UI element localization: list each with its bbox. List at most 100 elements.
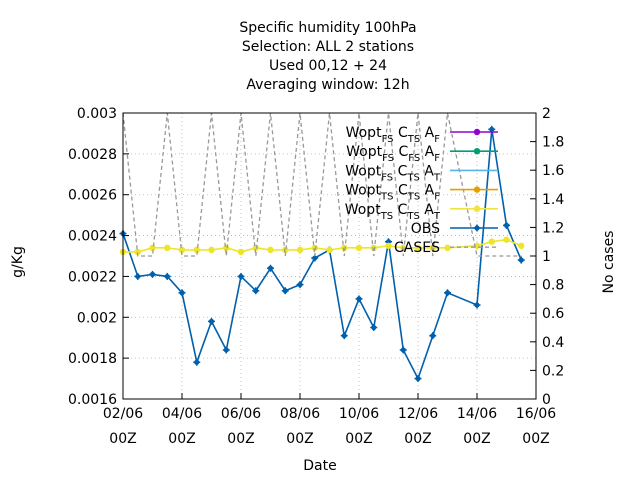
- y2-tick-label: 0.2: [542, 363, 564, 379]
- legend-entry: OBS: [411, 221, 498, 237]
- title-line: Averaging window: 12h: [246, 77, 409, 93]
- y2-axis-label: No cases: [601, 231, 617, 294]
- y2-tick-label: 1: [542, 249, 551, 265]
- y2-tick-label: 2: [542, 106, 551, 122]
- legend-entry: CASES: [394, 240, 498, 256]
- legend-label: WoptFS CTS AF: [346, 125, 441, 145]
- x-tick-label-hour: 00Z: [522, 431, 549, 447]
- legend-label-part: Wopt: [345, 183, 381, 199]
- legend-label-part: F: [434, 134, 440, 145]
- legend-label-part: C: [394, 125, 408, 141]
- legend-label-part: T: [433, 211, 441, 222]
- y-tick-label: 0.0024: [68, 229, 117, 245]
- legend-marker: [473, 148, 481, 155]
- legend-label-part: TS: [380, 211, 393, 222]
- legend-marker: [474, 225, 480, 231]
- y2-tick-label: 1.6: [542, 163, 564, 179]
- x-tick-label: 14/06: [457, 406, 497, 422]
- x-tick-label: 12/06: [398, 406, 438, 422]
- legend-entry: WoptTS CTS AT: [345, 202, 498, 222]
- legend-label: WoptTS CTS AF: [345, 183, 440, 203]
- legend-label-part: S: [414, 211, 420, 222]
- data-point: [415, 375, 421, 382]
- data-point: [267, 246, 274, 254]
- series-obs: [119, 125, 525, 383]
- data-point: [312, 255, 318, 261]
- data-point: [371, 324, 377, 331]
- data-point: [489, 126, 495, 132]
- y2-tick-label: 0.4: [542, 335, 564, 351]
- x-axis-ticks: 02/06 00Z 04/06 00Z 06/06 00Z 08/06 00Z 10/06 00Z…: [103, 393, 556, 447]
- legend-entry: WoptFS CTS AT: [345, 163, 498, 183]
- data-point: [503, 236, 510, 243]
- x-tick-label-hour: 00Z: [227, 431, 254, 447]
- series-line: [122, 129, 523, 381]
- legend-label-part: C: [393, 163, 407, 179]
- legend-label-part: S: [414, 153, 420, 164]
- data-point: [518, 257, 524, 263]
- y-tick-label: 0.0018: [68, 351, 117, 367]
- series-wopt-ts-c-ts-a-t: [119, 236, 525, 256]
- data-point: [370, 244, 377, 252]
- legend-label-part: T: [407, 192, 415, 203]
- legend-marker: [473, 128, 481, 136]
- data-point: [253, 288, 259, 294]
- legend-label-part: S: [414, 192, 420, 203]
- legend-label-part: FS: [382, 153, 394, 164]
- data-point: [518, 242, 525, 249]
- legend-label: WoptFS CFS AF: [346, 144, 440, 164]
- x-axis-label: Date: [303, 458, 336, 474]
- data-point: [400, 244, 407, 252]
- y-tick-label: 0.0016: [68, 392, 117, 408]
- y2-tick-label: 0.6: [542, 306, 564, 322]
- title-line: Used 00,12 + 24: [269, 58, 387, 74]
- data-point: [297, 282, 303, 288]
- legend-label-part: T: [406, 172, 414, 183]
- x-tick-label-hour: 00Z: [345, 431, 372, 447]
- data-point: [488, 238, 495, 245]
- legend-label: CASES: [394, 240, 440, 256]
- legend-label-part: F: [434, 192, 440, 203]
- data-point: [208, 246, 215, 254]
- data-point: [194, 359, 200, 365]
- data-point: [164, 273, 170, 280]
- data-point: [400, 347, 406, 353]
- x-tick-label: 16/06: [516, 406, 556, 422]
- title-line: Specific humidity 100hPa: [239, 20, 416, 36]
- x-tick-label: 04/06: [162, 406, 202, 422]
- y2-tick-label: 0.8: [542, 278, 564, 294]
- legend-label-part: C: [394, 183, 408, 199]
- data-point: [503, 222, 510, 228]
- legend-entry: WoptTS CTS AF: [345, 183, 498, 203]
- data-point: [193, 246, 200, 254]
- chart-title: Specific humidity 100hPa Selection: ALL 2…: [239, 20, 416, 93]
- x-tick-label-hour: 00Z: [286, 431, 313, 447]
- data-point: [208, 318, 215, 324]
- data-point: [164, 244, 171, 252]
- x-tick-label: 02/06: [103, 406, 143, 422]
- x-tick-label-hour: 00Z: [168, 431, 195, 447]
- legend-label-part: S: [414, 172, 420, 183]
- legend-label-part: FS: [381, 172, 393, 183]
- y-tick-label: 0.003: [77, 106, 117, 122]
- data-point: [341, 244, 348, 252]
- x-tick-label: 08/06: [280, 406, 320, 422]
- data-point: [356, 296, 362, 302]
- legend-label-part: Wopt: [345, 163, 381, 179]
- title-line: Selection: ALL 2 stations: [242, 39, 414, 55]
- legend-entry: WoptFS CFS AF: [346, 144, 498, 164]
- data-point: [385, 242, 392, 249]
- data-point: [238, 273, 244, 280]
- x-tick-label-hour: 00Z: [109, 431, 136, 447]
- data-point: [223, 347, 229, 353]
- data-point: [178, 246, 186, 254]
- legend-label-part: C: [393, 202, 407, 218]
- data-point: [134, 248, 141, 256]
- legend-label-part: F: [434, 153, 440, 164]
- legend-label-part: A: [420, 144, 434, 160]
- data-point: [296, 246, 304, 254]
- data-point: [414, 244, 422, 252]
- y2-tick-label: 0: [542, 392, 551, 408]
- data-point: [355, 244, 363, 252]
